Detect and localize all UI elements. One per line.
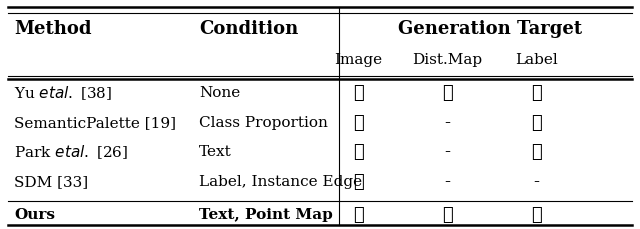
Text: Yu $\it{et al.}$ [38]: Yu $\it{et al.}$ [38]: [14, 84, 113, 102]
Text: Label, Instance Edge: Label, Instance Edge: [199, 174, 362, 188]
Text: ✓: ✓: [353, 143, 364, 161]
Text: Condition: Condition: [199, 19, 298, 38]
Text: Park $\it{et al.}$ [26]: Park $\it{et al.}$ [26]: [14, 143, 129, 161]
Text: Image: Image: [334, 53, 382, 67]
Text: Generation Target: Generation Target: [398, 19, 582, 38]
Text: ✓: ✓: [442, 205, 453, 223]
Text: ✓: ✓: [531, 143, 542, 161]
Text: -: -: [444, 172, 451, 190]
Text: -: -: [444, 113, 451, 131]
Text: Dist.Map: Dist.Map: [412, 53, 483, 67]
Text: ✓: ✓: [531, 84, 542, 102]
Text: ✓: ✓: [353, 113, 364, 131]
Text: ✓: ✓: [353, 84, 364, 102]
Text: ✓: ✓: [531, 113, 542, 131]
Text: SDM [33]: SDM [33]: [14, 174, 88, 188]
Text: None: None: [199, 86, 240, 100]
Text: ✓: ✓: [531, 205, 542, 223]
Text: -: -: [534, 172, 540, 190]
Text: Label: Label: [515, 53, 558, 67]
Text: -: -: [444, 143, 451, 161]
Text: Text: Text: [199, 145, 232, 159]
Text: Method: Method: [14, 19, 92, 38]
Text: Ours: Ours: [14, 207, 55, 221]
Text: Class Proportion: Class Proportion: [199, 115, 328, 129]
Text: ✓: ✓: [353, 172, 364, 190]
Text: Text, Point Map: Text, Point Map: [199, 207, 333, 221]
Text: SemanticPalette [19]: SemanticPalette [19]: [14, 115, 176, 129]
Text: ✓: ✓: [442, 84, 453, 102]
Text: ✓: ✓: [353, 205, 364, 223]
